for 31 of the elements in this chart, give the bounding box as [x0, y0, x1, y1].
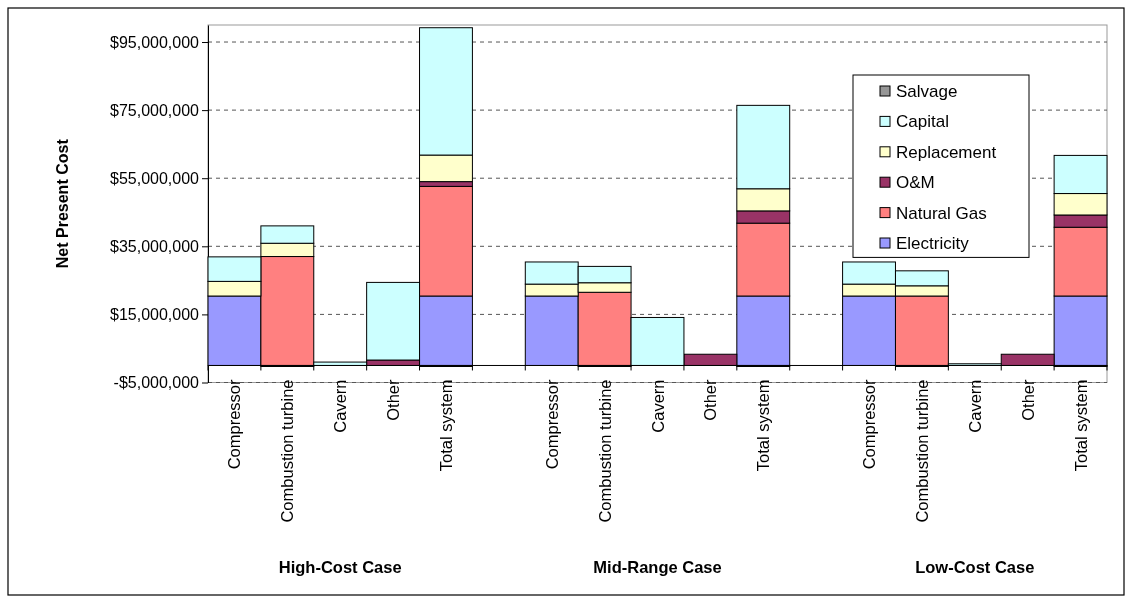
x-tick-label: Total system — [1071, 379, 1090, 472]
y-tick-label: $55,000,000 — [110, 169, 200, 187]
text: Low-Cost Case — [915, 558, 1035, 576]
legend-label: Capital — [896, 112, 949, 132]
x-tick-label: Combustion turbine — [912, 379, 931, 523]
x-tick-label: Other — [701, 378, 720, 421]
legend-label: Natural Gas — [896, 203, 987, 223]
legend-label: Replacement — [896, 142, 997, 162]
x-tick-label: Compressor — [542, 378, 561, 470]
x-tick-label: Total system — [436, 379, 455, 472]
y-tick-label: $95,000,000 — [110, 33, 200, 51]
y-tick-label: -$5,000,000 — [113, 374, 200, 392]
x-tick-label: Other — [384, 378, 403, 421]
y-tick-label: $35,000,000 — [110, 237, 200, 255]
legend-label: O&M — [896, 173, 935, 193]
x-tick-label: Combustion turbine — [278, 379, 297, 523]
y-axis-title: Net Present Cost — [54, 138, 71, 269]
x-tick-label: Cavern — [648, 379, 667, 433]
y-tick-label: $75,000,000 — [110, 101, 200, 119]
y-tick-label: $15,000,000 — [110, 306, 200, 324]
x-tick-label: Compressor — [860, 378, 879, 470]
x-tick-label: Cavern — [331, 379, 350, 433]
x-tick-label: Other — [1018, 378, 1037, 421]
legend-label: Salvage — [896, 82, 958, 101]
x-tick-label: Compressor — [225, 378, 244, 470]
legend-label: Electricity — [896, 234, 970, 253]
x-tick-label: Cavern — [965, 379, 984, 433]
x-tick-label: Combustion turbine — [595, 379, 614, 523]
text: High-Cost Case — [278, 558, 402, 576]
text: Mid-Range Case — [593, 558, 722, 576]
x-tick-label: Total system — [754, 379, 773, 472]
